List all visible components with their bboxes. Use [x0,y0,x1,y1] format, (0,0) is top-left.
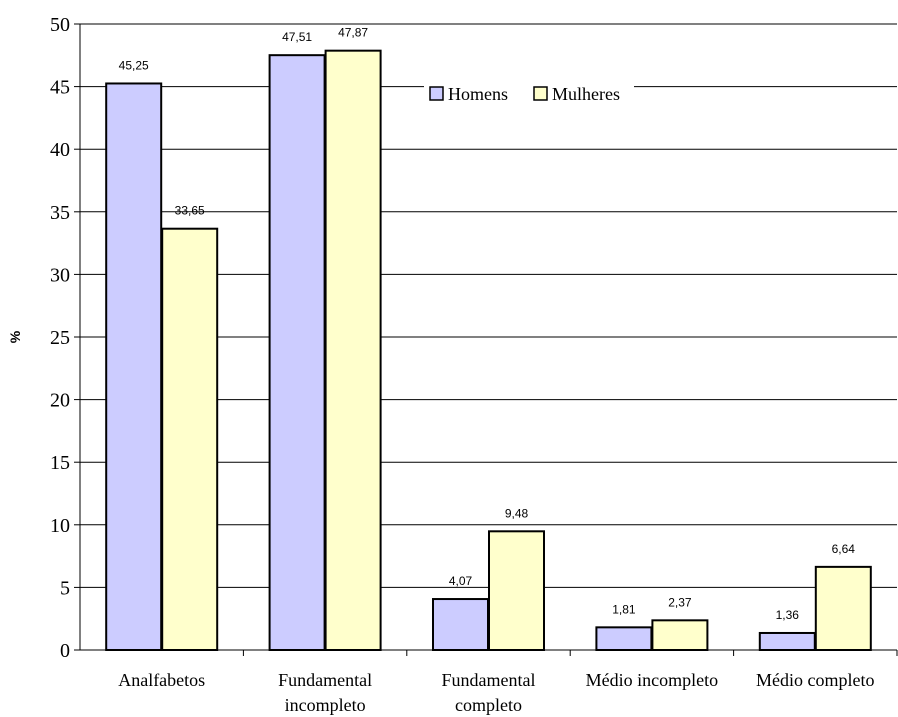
y-tick-label: 35 [50,202,70,224]
data-label: 47,87 [338,26,368,40]
category-labels: Analfabetos Fundamental incompleto Fundamen… [118,670,874,715]
data-label: 9,48 [505,506,529,520]
data-label: 45,25 [119,58,149,72]
category-label: Médio incompleto [586,670,718,690]
category-label: Analfabetos [118,670,205,690]
y-tick-labels: 0 5 10 15 20 25 30 35 40 45 50 [50,14,70,662]
data-label: 33,65 [175,204,205,218]
legend-label: Homens [448,84,508,104]
bar [758,631,816,651]
y-tick-label: 0 [60,640,70,662]
data-label: 4,07 [449,574,473,588]
legend-box [424,79,634,107]
y-tick-label: 10 [50,515,70,537]
bar [488,530,545,652]
bar [161,227,219,651]
axes [74,23,898,656]
y-tick-label: 40 [50,139,70,161]
category-label: Fundamental [442,670,536,690]
bar [324,49,382,651]
bar [651,619,709,651]
y-tick-label: 25 [50,327,70,349]
bars [105,49,872,652]
y-tick-label: 50 [50,14,70,36]
category-label: Médio completo [756,670,874,690]
legend-label: Mulheres [552,84,620,104]
data-labels: 45,25 33,65 47,51 47,87 4,07 9,48 1,81 2,37 1,36… [119,26,856,622]
bar [595,626,653,652]
data-label: 1,81 [612,602,636,616]
bar [268,54,326,651]
legend-swatch [533,86,548,101]
bar [814,565,872,651]
legend-swatch [429,86,444,101]
data-label: 2,37 [668,595,692,609]
y-tick-label: 15 [50,452,70,474]
y-axis-label: % [7,330,23,343]
category-label: Fundamental [278,670,372,690]
legend: Homens Mulheres [424,79,634,107]
category-label: completo [455,695,522,715]
bar [105,82,163,652]
data-label: 6,64 [832,542,856,556]
category-label: incompleto [285,695,366,715]
data-label: 1,36 [776,608,800,622]
y-tick-label: 20 [50,390,70,412]
data-label: 47,51 [282,30,312,44]
y-tick-label: 45 [50,77,70,99]
y-tick-label: 30 [50,264,70,286]
y-tick-label: 5 [60,577,70,599]
bar [432,598,489,651]
